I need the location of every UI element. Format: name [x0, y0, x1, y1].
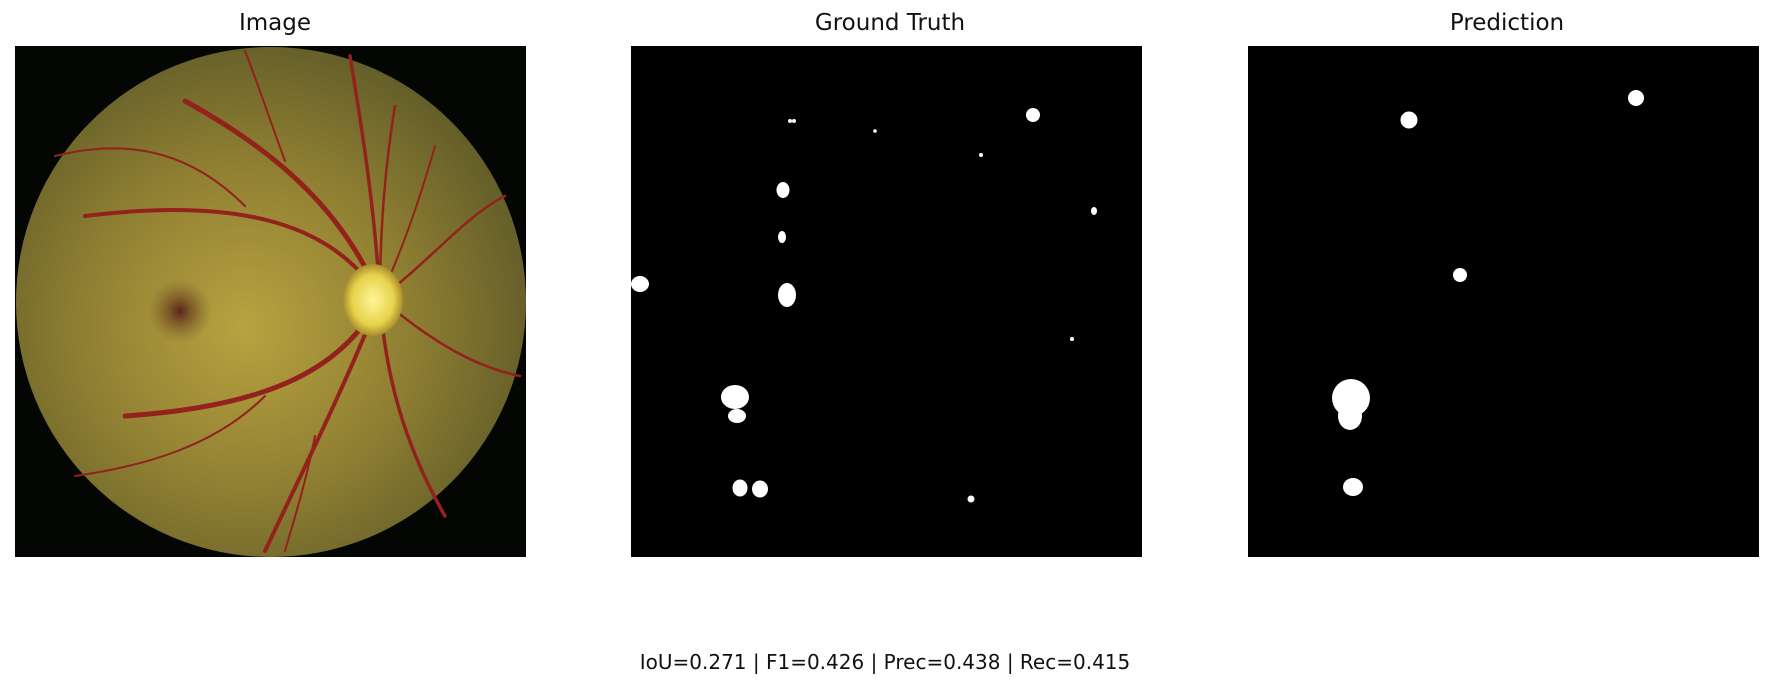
ground-truth-lesions — [631, 108, 1097, 503]
fundus-photo — [15, 46, 526, 557]
ground-truth-mask — [631, 46, 1142, 557]
image-panel-title: Image — [238, 10, 312, 36]
prediction-panel-title: Prediction — [1449, 10, 1565, 36]
prediction-svg — [1248, 46, 1759, 557]
prediction-lesions — [1332, 90, 1644, 496]
ground-truth-svg — [631, 46, 1142, 557]
ground-truth-panel-title: Ground Truth — [814, 10, 966, 36]
metrics-summary: IoU=0.271 | F1=0.426 | Prec=0.438 | Rec=… — [639, 650, 1131, 674]
optic-disc — [343, 264, 403, 336]
fundus-image — [15, 46, 526, 557]
prediction-mask — [1248, 46, 1759, 557]
macula — [148, 279, 212, 343]
